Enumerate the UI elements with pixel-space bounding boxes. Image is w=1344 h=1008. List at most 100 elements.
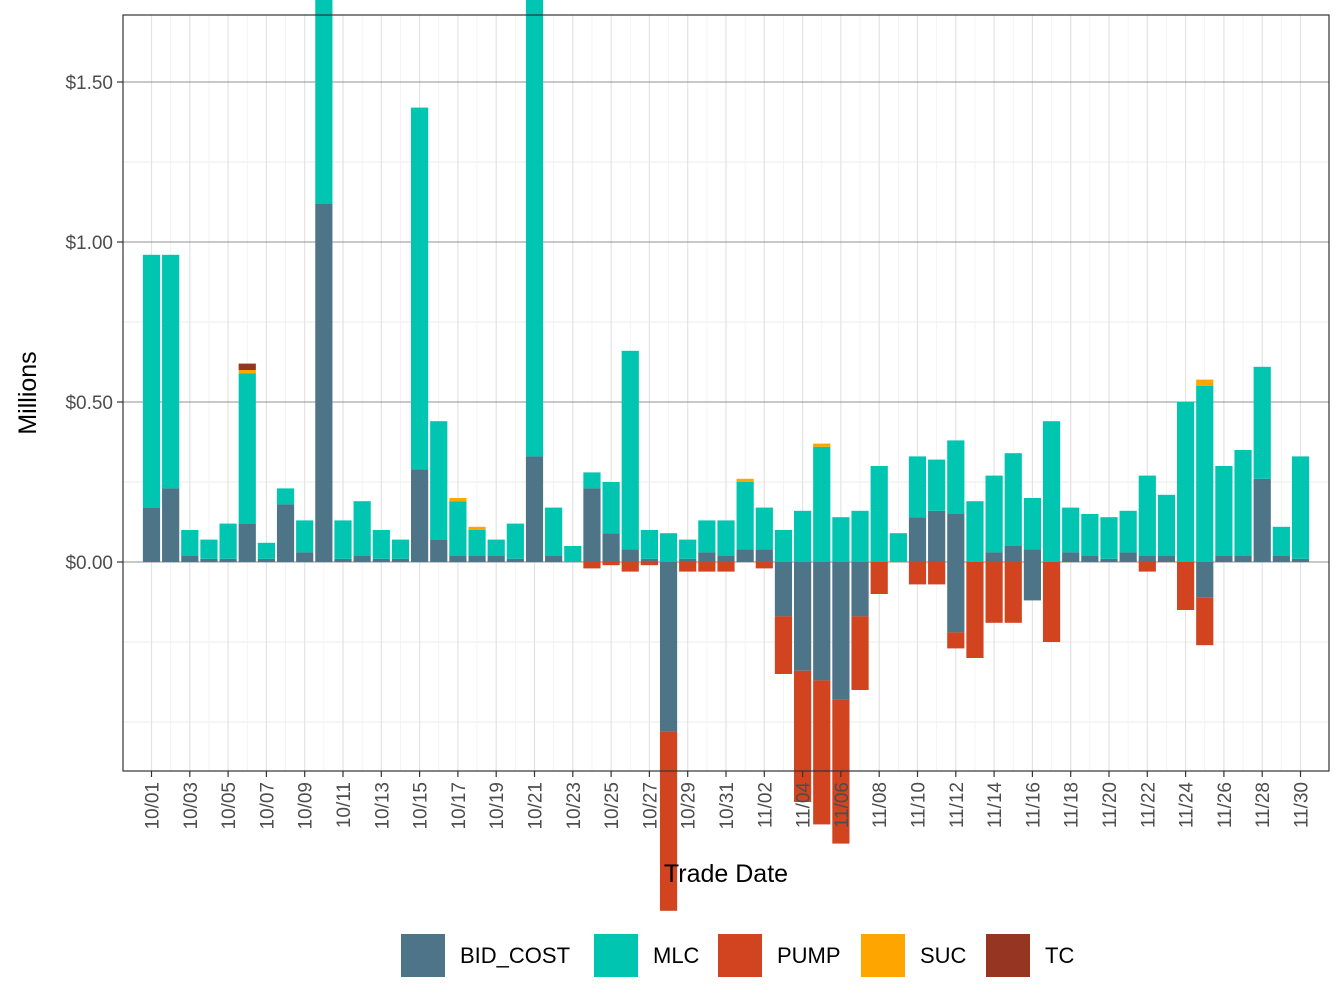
bar-bid-cost [947, 514, 965, 562]
bar-mlc [296, 520, 314, 553]
y-tick-label: $1.00 [65, 233, 113, 254]
bar-suc [1196, 379, 1214, 386]
bar-pump [851, 616, 869, 690]
bar-tc [238, 363, 256, 370]
bar-mlc [736, 482, 754, 550]
bar-mlc [717, 520, 735, 556]
x-tick-label: 11/16 [1023, 782, 1044, 828]
bar-bid-cost [181, 555, 199, 562]
bar-bid-cost [506, 558, 524, 562]
bar-mlc [640, 530, 658, 559]
y-tick-label: $0.00 [65, 553, 113, 574]
bar-bid-cost [200, 558, 218, 562]
bar-mlc [928, 459, 946, 511]
x-tick-label: 11/18 [1062, 782, 1083, 828]
bar-mlc [1138, 475, 1156, 556]
x-tick-label: 11/24 [1177, 782, 1198, 829]
bar-mlc [659, 533, 678, 562]
x-tick-label: 10/05 [219, 782, 240, 830]
bar-bid-cost [487, 555, 505, 562]
bar-mlc [1023, 498, 1041, 550]
bar-pump [640, 562, 658, 566]
bar-mlc [1215, 466, 1233, 556]
bar-pump [679, 562, 697, 572]
x-tick-label: 11/14 [985, 782, 1006, 829]
x-tick-label: 10/07 [257, 782, 278, 830]
bar-mlc [219, 523, 237, 559]
legend-swatch-bid-cost [401, 934, 445, 977]
bar-bid-cost [908, 517, 927, 562]
x-tick-label: 11/26 [1215, 782, 1236, 828]
bar-mlc [411, 107, 429, 470]
x-tick-label: 10/19 [487, 782, 508, 830]
bar-mlc [372, 530, 390, 559]
bar-bid-cost [334, 558, 352, 562]
x-axis-title: Trade Date [664, 860, 788, 888]
legend-label: TC [1045, 943, 1074, 968]
bar-bid-cost [449, 555, 467, 562]
bar-mlc [698, 520, 716, 553]
x-tick-label: 10/21 [526, 782, 547, 830]
x-tick-label: 11/20 [1100, 782, 1121, 828]
bar-suc [468, 526, 486, 530]
bar-mlc [525, 0, 544, 457]
bar-bid-cost [1138, 555, 1156, 562]
bar-bid-cost [755, 549, 773, 562]
bar-bid-cost [679, 558, 697, 562]
bar-suc [449, 498, 467, 502]
bar-mlc [889, 533, 907, 562]
legend-label: BID_COST [460, 943, 570, 968]
bar-pump [1042, 562, 1061, 642]
bar-mlc [966, 501, 984, 562]
bar-pump [698, 562, 716, 572]
x-tick-label: 11/12 [947, 782, 968, 828]
bar-pump [985, 562, 1003, 623]
x-tick-label: 10/27 [640, 782, 661, 830]
bar-mlc [602, 482, 620, 534]
bar-bid-cost [1100, 558, 1118, 562]
legend-swatch-tc [986, 934, 1030, 977]
bar-bid-cost [315, 203, 333, 562]
bar-mlc [142, 254, 161, 508]
y-axis-title: Millions [14, 351, 42, 434]
bar-bid-cost [1291, 558, 1310, 562]
bar-suc [238, 370, 256, 374]
bar-bid-cost [1004, 546, 1022, 562]
bar-bid-cost [257, 558, 275, 562]
bar-mlc [315, 0, 333, 204]
bar-mlc [1042, 421, 1061, 562]
x-tick-label: 11/28 [1253, 782, 1274, 828]
bar-bid-cost [717, 555, 735, 562]
bar-bid-cost [659, 562, 678, 732]
bar-pump [870, 562, 888, 594]
bar-bid-cost [1234, 555, 1252, 562]
bar-pump [908, 562, 927, 585]
bar-suc [736, 478, 754, 482]
bar-pump [1138, 562, 1156, 572]
bar-mlc [1272, 526, 1290, 556]
bar-mlc [391, 539, 410, 559]
legend: BID_COST MLC PUMP SUC TC [401, 934, 1074, 977]
x-tick-label: 10/31 [717, 782, 738, 830]
bar-pump [583, 562, 601, 569]
bar-mlc [1177, 402, 1195, 562]
bar-mlc [200, 539, 218, 559]
bar-bid-cost [219, 558, 237, 562]
bar-bid-cost [1062, 552, 1080, 562]
x-tick-label: 10/13 [372, 782, 393, 830]
bar-pump [1177, 562, 1195, 610]
bar-mlc [1234, 450, 1252, 556]
bar-mlc [1253, 366, 1271, 479]
bar-mlc [334, 520, 352, 559]
bar-pump [717, 562, 735, 572]
bar-bid-cost [1119, 552, 1137, 562]
bar-mlc [564, 546, 582, 562]
bar-bid-cost [162, 488, 180, 562]
legend-swatch-suc [861, 934, 905, 977]
bar-mlc [468, 530, 486, 556]
legend-swatch-pump [718, 934, 762, 977]
bar-bid-cost [411, 469, 429, 562]
bar-mlc [430, 421, 448, 540]
bar-mlc [1196, 386, 1214, 562]
bar-bid-cost [602, 533, 620, 562]
